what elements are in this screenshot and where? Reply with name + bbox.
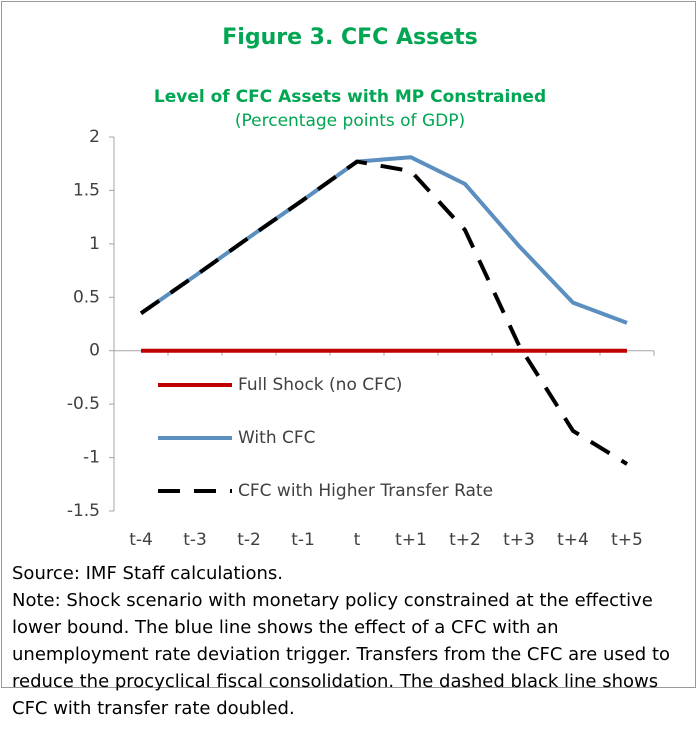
series-line — [139, 155, 628, 325]
frame — [1, 1, 696, 688]
x-tick-label: t-2 — [237, 530, 261, 550]
y-tick-label: 1 — [89, 234, 100, 254]
y-tick-label: 0 — [89, 341, 100, 361]
x-tick-label: t-3 — [183, 530, 207, 550]
source: Source: IMF Staff calculations. — [12, 563, 284, 584]
series-line — [139, 159, 629, 466]
chart-title: Figure 3. CFC Assets — [222, 25, 477, 50]
y-tick-label: 0.5 — [73, 287, 100, 307]
y-tick-label: -1.5 — [67, 501, 100, 521]
chart-subtitle: Level of CFC Assets with MP Constrained — [154, 87, 546, 107]
notes: Source: IMF Staff calculations. Note: Sh… — [12, 560, 682, 722]
y-tick-label: 1.5 — [73, 180, 100, 200]
y-tick-label: -0.5 — [67, 394, 100, 414]
note: Note: Shock scenario with monetary polic… — [12, 590, 671, 719]
y-tick-label: 2 — [89, 127, 100, 147]
x-tick-label: t-4 — [129, 530, 153, 550]
legend-label: With CFC — [238, 428, 316, 448]
x-tick-label: t+5 — [611, 530, 643, 550]
x-tick-label: t+4 — [557, 530, 589, 550]
y-tick-label: -1 — [83, 448, 100, 468]
x-tick-label: t — [354, 530, 361, 550]
legend-label: CFC with Higher Transfer Rate — [238, 481, 493, 501]
x-tick-label: t+1 — [395, 530, 427, 550]
x-tick-label: t-1 — [291, 530, 315, 550]
legend-label: Full Shock (no CFC) — [238, 375, 402, 395]
chart-unit: (Percentage points of GDP) — [235, 111, 465, 131]
chart: Figure 3. CFC Assets Level of CFC Assets… — [67, 25, 655, 550]
x-tick-label: t+2 — [449, 530, 481, 550]
x-tick-label: t+3 — [503, 530, 535, 550]
